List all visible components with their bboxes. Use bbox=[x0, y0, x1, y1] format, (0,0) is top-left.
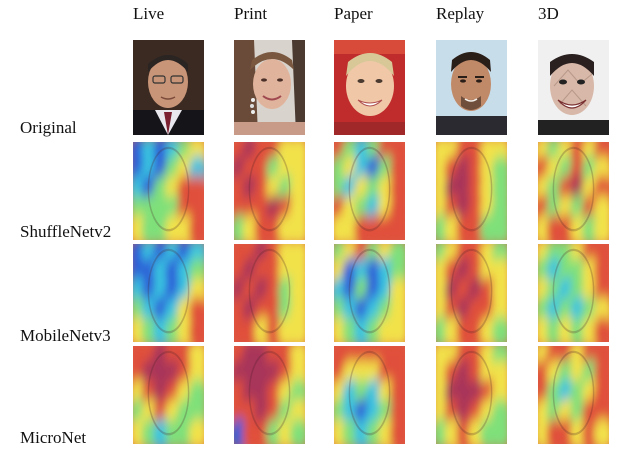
shufflenetv2-3d-heatmap bbox=[538, 142, 609, 240]
shufflenetv2-print-heatmap bbox=[234, 142, 305, 240]
mobilenetv3-replay-heatmap bbox=[436, 244, 507, 342]
column-header-replay: Replay bbox=[436, 4, 485, 23]
row-label-micronet: MicroNet bbox=[20, 428, 87, 447]
micronet-replay-heatmap bbox=[436, 346, 507, 444]
column-header-print: Print bbox=[234, 4, 268, 23]
column-header-live: Live bbox=[133, 4, 165, 23]
mobilenetv3-3d-heatmap bbox=[538, 244, 609, 342]
column-header-3d: 3D bbox=[538, 4, 559, 23]
original-print-photo bbox=[234, 40, 305, 135]
original-replay-photo bbox=[436, 40, 507, 135]
original-paper-photo bbox=[334, 40, 405, 135]
original-3d-photo bbox=[538, 40, 609, 135]
micronet-paper-heatmap bbox=[334, 346, 405, 444]
micronet-live-heatmap bbox=[133, 346, 204, 444]
mobilenetv3-print-heatmap bbox=[234, 244, 305, 342]
shufflenetv2-replay-heatmap bbox=[436, 142, 507, 240]
row-label-mobilenetv3: MobileNetv3 bbox=[20, 326, 111, 345]
original-live-photo bbox=[133, 40, 204, 135]
micronet-print-heatmap bbox=[234, 346, 305, 444]
micronet-3d-heatmap bbox=[538, 346, 609, 444]
mobilenetv3-live-heatmap bbox=[133, 244, 204, 342]
shufflenetv2-live-heatmap bbox=[133, 142, 204, 240]
row-label-shufflenetv2: ShuffleNetv2 bbox=[20, 222, 112, 241]
column-header-paper: Paper bbox=[334, 4, 373, 23]
row-label-original: Original bbox=[20, 118, 77, 137]
mobilenetv3-paper-heatmap bbox=[334, 244, 405, 342]
shufflenetv2-paper-heatmap bbox=[334, 142, 405, 240]
